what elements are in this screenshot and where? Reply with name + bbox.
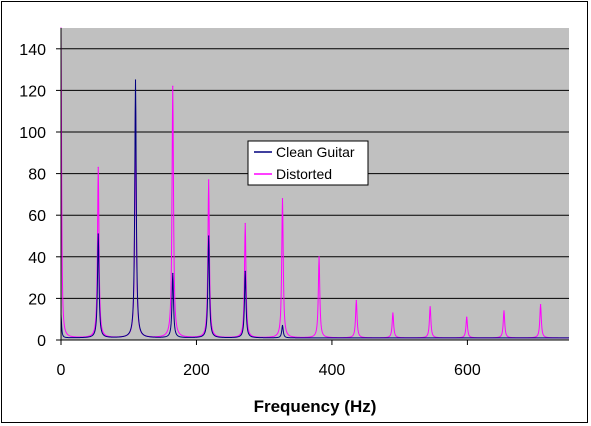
y-tick-label: 100 (19, 125, 46, 142)
peak-point-clean-guitar (172, 272, 174, 275)
peak-point-distorted (281, 197, 284, 200)
peak-point-clean-guitar (208, 235, 210, 237)
y-tick-label: 0 (37, 333, 46, 350)
x-tick-label: 400 (319, 362, 346, 379)
legend: Clean Guitar Distorted (247, 140, 369, 186)
peak-point-distorted (392, 312, 394, 314)
peak-point-clean-guitar (244, 270, 246, 272)
peak-point-distorted (172, 85, 174, 87)
tick-labels: 0 20 40 60 80 100 120 140 0 200 400 600 (19, 42, 481, 379)
y-tick-label: 20 (28, 291, 46, 308)
y-tick-label: 80 (28, 167, 46, 184)
peak-point-distorted (97, 166, 99, 168)
y-tick-label: 60 (28, 208, 46, 225)
peak-point-distorted (355, 299, 357, 302)
legend-label-clean-guitar: Clean Guitar (276, 144, 355, 160)
peak-point-distorted (208, 179, 210, 181)
peak-point-distorted (429, 306, 431, 308)
peak-point-distorted (466, 316, 468, 318)
x-tick-label: 200 (183, 362, 210, 379)
y-tick-label: 40 (28, 250, 46, 267)
peak-point-distorted (539, 304, 542, 306)
gridlines (61, 48, 569, 299)
legend-box (247, 140, 369, 186)
x-tick-label: 600 (454, 362, 481, 379)
y-tick-label: 140 (19, 42, 46, 59)
peak-point-distorted (503, 310, 505, 312)
x-tick-label: 0 (57, 362, 66, 379)
series-layer (60, 27, 569, 339)
legend-label-distorted: Distorted (276, 166, 332, 182)
peak-point-clean-guitar (281, 324, 284, 327)
peak-point-clean-guitar (97, 233, 99, 235)
series-line-clean-guitar (60, 79, 569, 339)
peak-point-clean-guitar (134, 79, 137, 81)
axes (56, 28, 569, 345)
peak-point-distorted (318, 256, 320, 258)
y-tick-label: 120 (19, 83, 46, 100)
peak-point-distorted (244, 222, 246, 225)
x-axis-title: Frequency (Hz) (254, 397, 377, 416)
